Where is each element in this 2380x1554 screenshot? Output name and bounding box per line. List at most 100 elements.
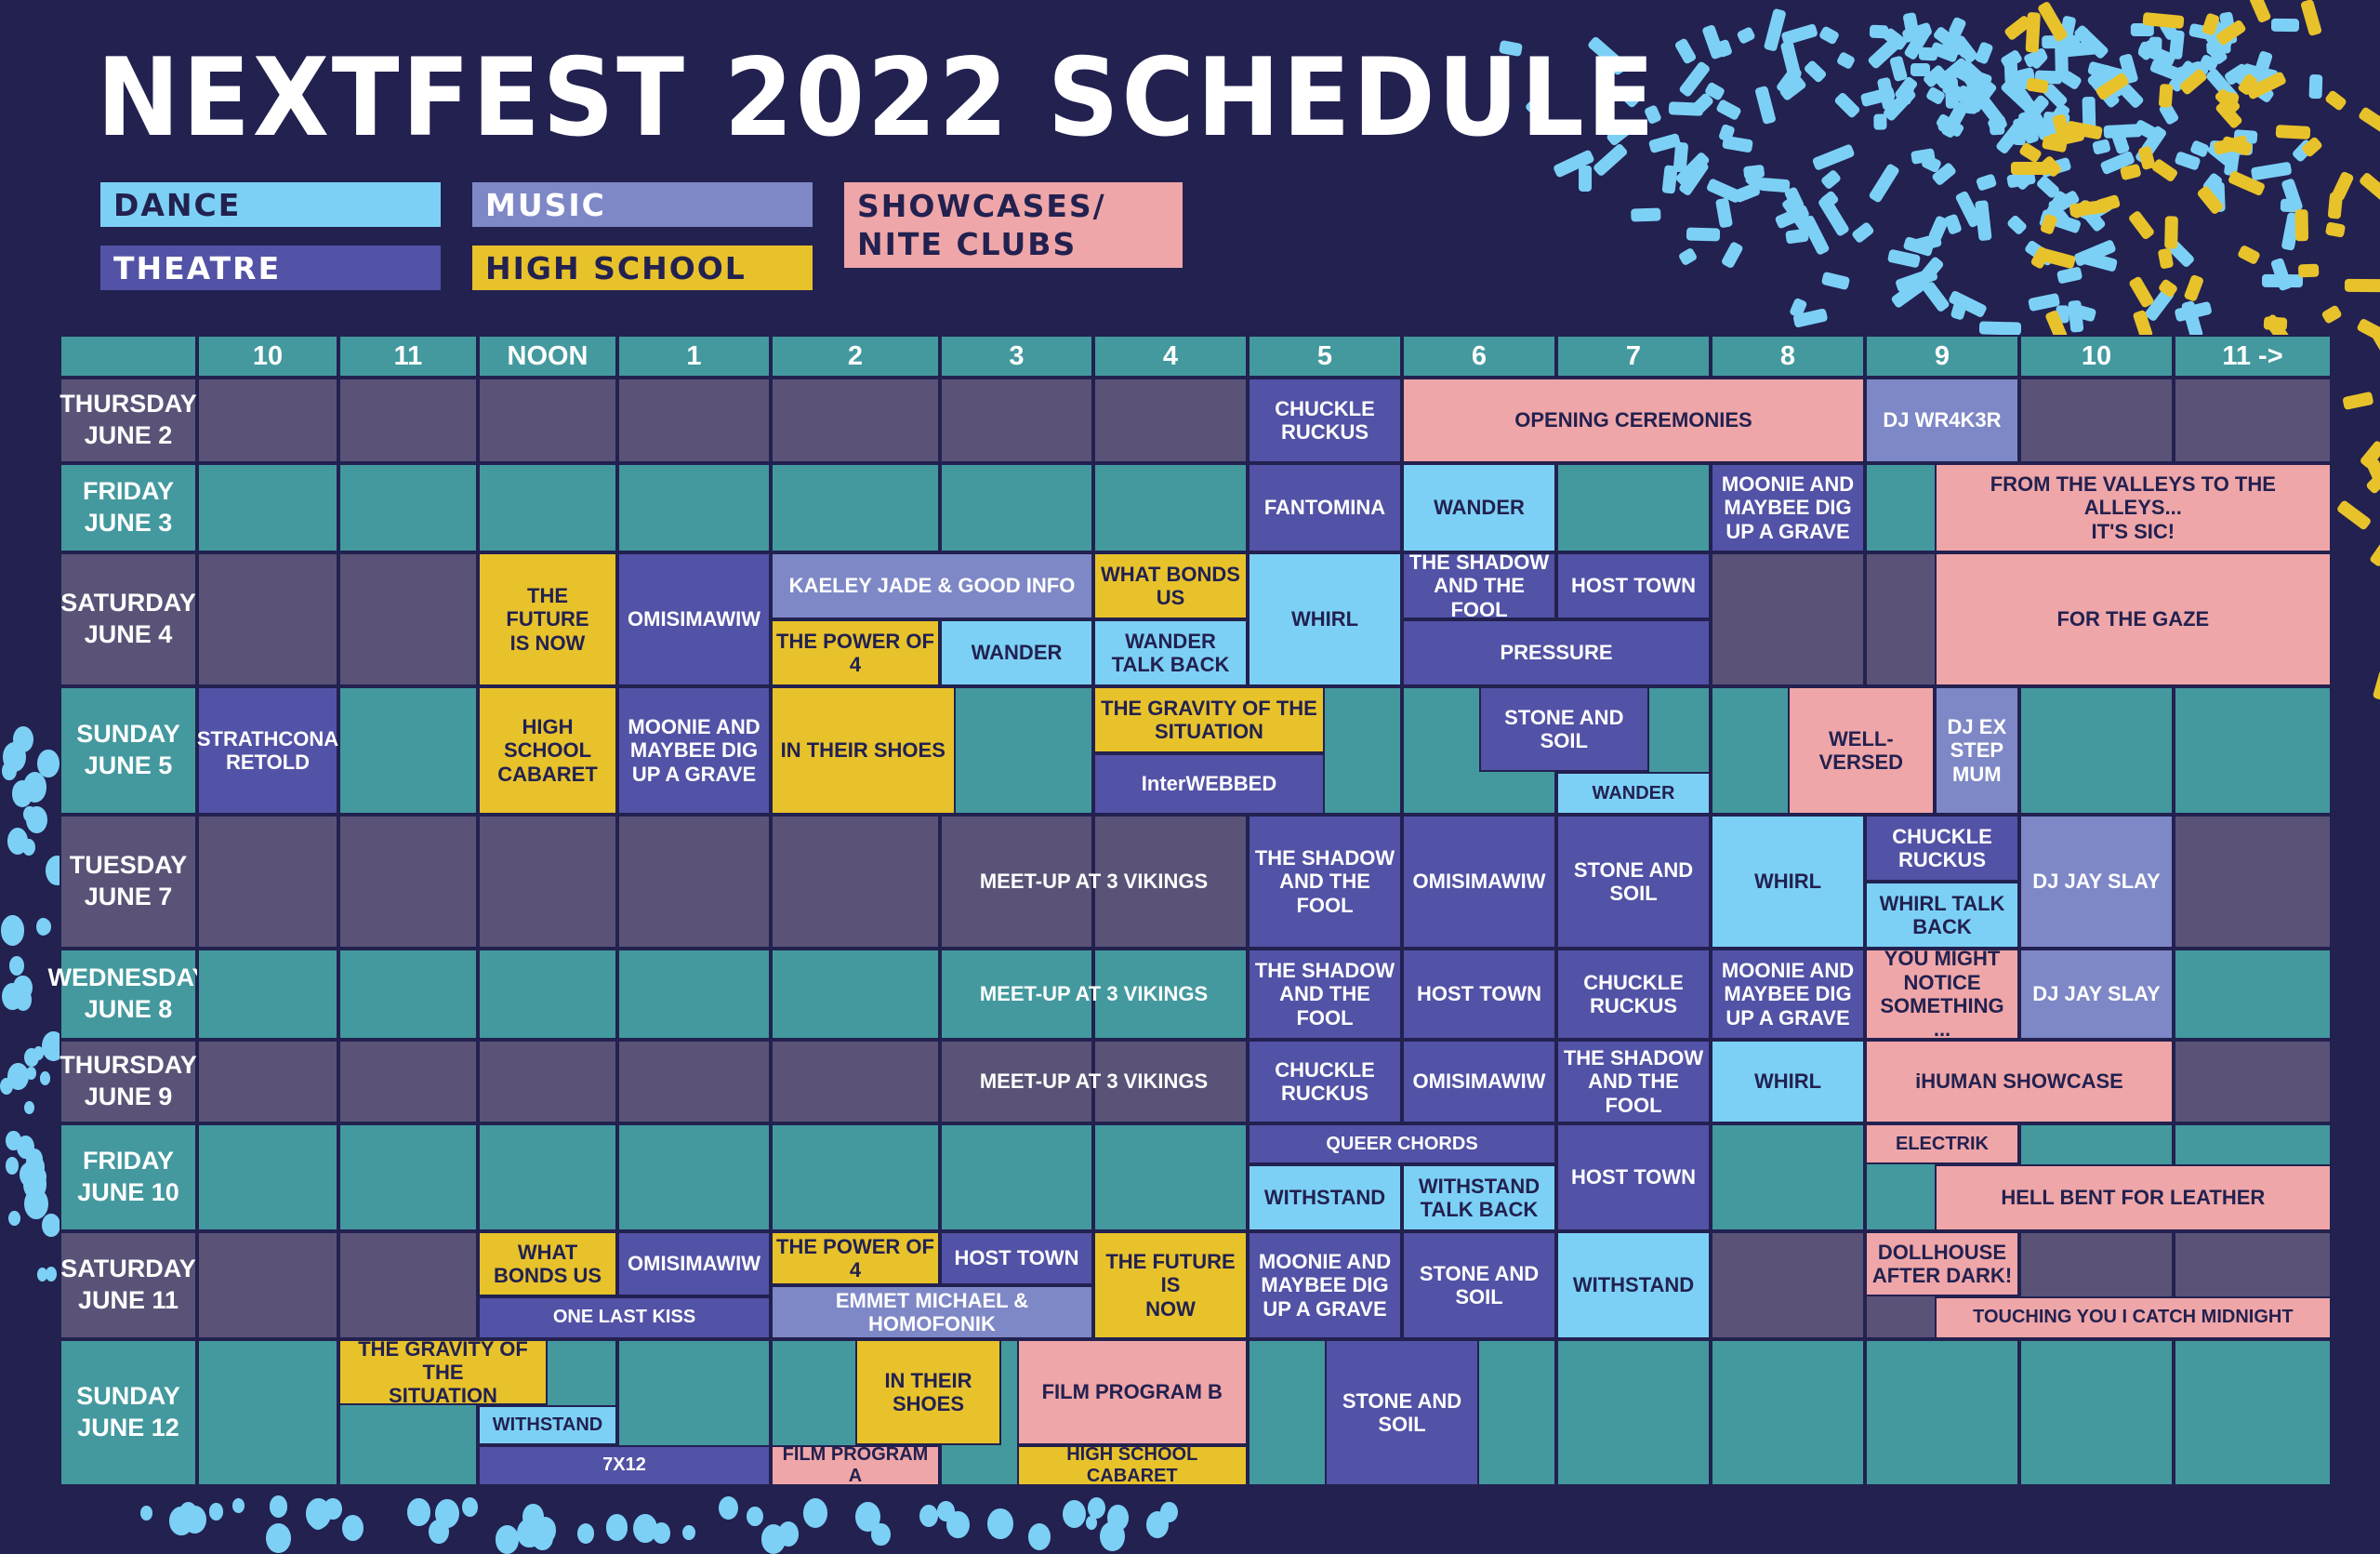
event-block[interactable]: WHIRL xyxy=(1711,1040,1865,1123)
confetti-dash xyxy=(1867,163,1900,205)
confetti-dash xyxy=(2163,215,2178,249)
event-block[interactable]: STONE AND SOIL xyxy=(1325,1339,1479,1486)
event-block[interactable]: CHUCKLE RUCKUS xyxy=(1556,949,1711,1040)
event-block[interactable]: STONE AND SOIL xyxy=(1556,815,1711,949)
event-block[interactable]: STONE AND SOIL xyxy=(1479,686,1649,773)
event-block[interactable]: MOONIE AND MAYBEE DIG UP A GRAVE xyxy=(617,686,771,815)
event-block[interactable]: THE POWER OF 4 xyxy=(771,1231,940,1285)
event-block[interactable]: MEET-UP AT 3 VIKINGS xyxy=(979,1069,1209,1094)
confetti-dash xyxy=(1661,165,1678,194)
event-block[interactable]: MOONIE AND MAYBEE DIG UP A GRAVE xyxy=(1711,949,1865,1040)
event-block[interactable]: HIGH SCHOOL CABARET xyxy=(1016,1444,1248,1486)
event-block[interactable]: EMMET MICHAEL & HOMOFONIK xyxy=(771,1285,1093,1339)
event-block[interactable]: STRATHCONA RETOLD xyxy=(197,686,338,815)
confetti-dot xyxy=(761,1524,787,1554)
event-block[interactable]: THE GRAVITY OF THE SITUATION xyxy=(1093,686,1325,753)
event-block[interactable]: THE POWER OF 4 xyxy=(771,619,940,686)
event-block[interactable]: QUEER CHORDS xyxy=(1248,1123,1556,1165)
event-block[interactable]: TOUCHING YOU I CATCH MIDNIGHT xyxy=(1934,1295,2332,1339)
event-block[interactable]: DJ WR4K3R xyxy=(1865,378,2019,463)
event-block[interactable]: DJ JAY SLAY xyxy=(2019,949,2174,1040)
event-block[interactable]: THE SHADOW AND THE FOOL xyxy=(1248,815,1402,949)
event-block[interactable]: HELL BENT FOR LEATHER xyxy=(1934,1164,2332,1231)
confetti-dot xyxy=(23,1100,34,1114)
event-block[interactable]: OMISIMAWIW xyxy=(617,552,771,686)
event-block[interactable]: DJ EX STEP MUM xyxy=(1934,686,2019,815)
event-block[interactable]: WHAT BONDS US xyxy=(1093,552,1248,619)
empty-slot xyxy=(197,1123,338,1231)
event-block[interactable]: WHIRL xyxy=(1248,552,1402,686)
empty-slot xyxy=(940,378,1093,463)
confetti-dot xyxy=(1086,1516,1098,1530)
event-block[interactable]: WANDER xyxy=(940,619,1093,686)
event-block[interactable]: OMISIMAWIW xyxy=(1402,1040,1556,1123)
event-block[interactable]: CHUCKLE RUCKUS xyxy=(1248,1040,1402,1123)
event-block[interactable]: HOST TOWN xyxy=(1402,949,1556,1040)
event-block[interactable]: MEET-UP AT 3 VIKINGS xyxy=(979,870,1209,894)
time-header: 10 xyxy=(2019,335,2174,378)
event-block[interactable]: WANDER xyxy=(1556,772,1711,815)
event-block[interactable]: MOONIE AND MAYBEE DIG UP A GRAVE xyxy=(1711,463,1865,552)
empty-slot xyxy=(2174,378,2332,463)
event-block[interactable]: DOLLHOUSE AFTER DARK! xyxy=(1865,1231,2019,1296)
event-block[interactable]: KAELEY JADE & GOOD INFO xyxy=(771,552,1093,619)
event-block[interactable]: STONE AND SOIL xyxy=(1402,1231,1556,1339)
event-block[interactable]: WANDER TALK BACK xyxy=(1093,619,1248,686)
event-block[interactable]: OPENING CEREMONIES xyxy=(1402,378,1865,463)
empty-slot xyxy=(478,815,617,949)
event-block[interactable]: THE FUTURE IS NOW xyxy=(478,552,617,686)
event-block[interactable]: THE SHADOW AND THE FOOL xyxy=(1402,551,1556,621)
event-block[interactable]: THE SHADOW AND THE FOOL xyxy=(1248,949,1402,1040)
event-block[interactable]: OMISIMAWIW xyxy=(617,1231,771,1296)
event-block[interactable]: FILM PROGRAM A xyxy=(771,1444,940,1486)
event-block[interactable]: FOR THE GAZE xyxy=(1934,552,2332,686)
event-block[interactable]: WITHSTAND xyxy=(1248,1164,1402,1231)
event-block[interactable]: ONE LAST KISS xyxy=(478,1295,771,1339)
event-block[interactable]: MEET-UP AT 3 VIKINGS xyxy=(979,982,1209,1006)
event-block[interactable]: WHAT BONDS US xyxy=(478,1231,617,1296)
empty-slot xyxy=(771,815,940,949)
event-block[interactable]: THE FUTURE IS NOW xyxy=(1093,1231,1248,1339)
event-block[interactable]: FANTOMINA xyxy=(1248,463,1402,552)
event-block[interactable]: FILM PROGRAM B xyxy=(1016,1339,1248,1445)
empty-slot xyxy=(940,1040,1093,1123)
event-block[interactable]: DJ JAY SLAY xyxy=(2019,815,2174,949)
day-label: TUESDAY JUNE 7 xyxy=(60,815,197,949)
empty-slot xyxy=(338,686,478,815)
event-block[interactable]: HOST TOWN xyxy=(1556,552,1711,619)
event-block[interactable]: THE GRAVITY OF THE SITUATION xyxy=(338,1337,548,1407)
event-block[interactable]: YOU MIGHT NOTICE SOMETHING ... xyxy=(1865,947,2019,1041)
event-block[interactable]: PRESSURE xyxy=(1402,619,1711,686)
event-block[interactable]: IN THEIR SHOES xyxy=(771,686,956,815)
event-block[interactable]: iHUMAN SHOWCASE xyxy=(1865,1040,2174,1123)
confetti-dash xyxy=(1835,51,1856,71)
event-block[interactable]: WITHSTAND xyxy=(478,1405,617,1445)
confetti-dot xyxy=(8,1211,20,1227)
event-block[interactable]: MOONIE AND MAYBEE DIG UP A GRAVE xyxy=(1248,1231,1402,1339)
empty-slot xyxy=(771,463,940,552)
event-block[interactable]: HIGH SCHOOL CABARET xyxy=(478,686,617,815)
event-block[interactable]: WITHSTAND TALK BACK xyxy=(1402,1164,1556,1231)
event-block[interactable]: IN THEIR SHOES xyxy=(855,1339,1001,1445)
event-block[interactable]: OMISIMAWIW xyxy=(1402,815,1556,949)
event-block[interactable]: ELECTRIK xyxy=(1865,1123,2019,1165)
empty-slot xyxy=(1093,463,1248,552)
event-block[interactable]: WELL-VERSED xyxy=(1788,686,1935,815)
event-block[interactable]: WITHSTAND xyxy=(1556,1231,1711,1339)
confetti-dash xyxy=(1742,164,1765,180)
event-block[interactable]: CHUCKLE RUCKUS xyxy=(1865,815,2019,882)
event-block[interactable]: FROM THE VALLEYS TO THE ALLEYS... IT'S S… xyxy=(1934,463,2332,552)
event-block[interactable]: THE SHADOW AND THE FOOL xyxy=(1556,1040,1711,1123)
event-block[interactable]: HOST TOWN xyxy=(1556,1123,1711,1231)
event-block[interactable]: WANDER xyxy=(1402,463,1556,552)
event-block[interactable]: WHIRL TALK BACK xyxy=(1865,882,2019,949)
confetti-dash xyxy=(2327,192,2344,219)
event-block[interactable]: InterWEBBED xyxy=(1093,752,1325,815)
event-block[interactable]: HOST TOWN xyxy=(940,1231,1093,1285)
event-block[interactable]: 7X12 xyxy=(478,1444,771,1486)
event-block[interactable]: CHUCKLE RUCKUS xyxy=(1248,378,1402,463)
event-block[interactable]: WHIRL xyxy=(1711,815,1865,949)
day-label: SUNDAY JUNE 5 xyxy=(60,686,197,815)
confetti-dot xyxy=(605,1514,628,1541)
